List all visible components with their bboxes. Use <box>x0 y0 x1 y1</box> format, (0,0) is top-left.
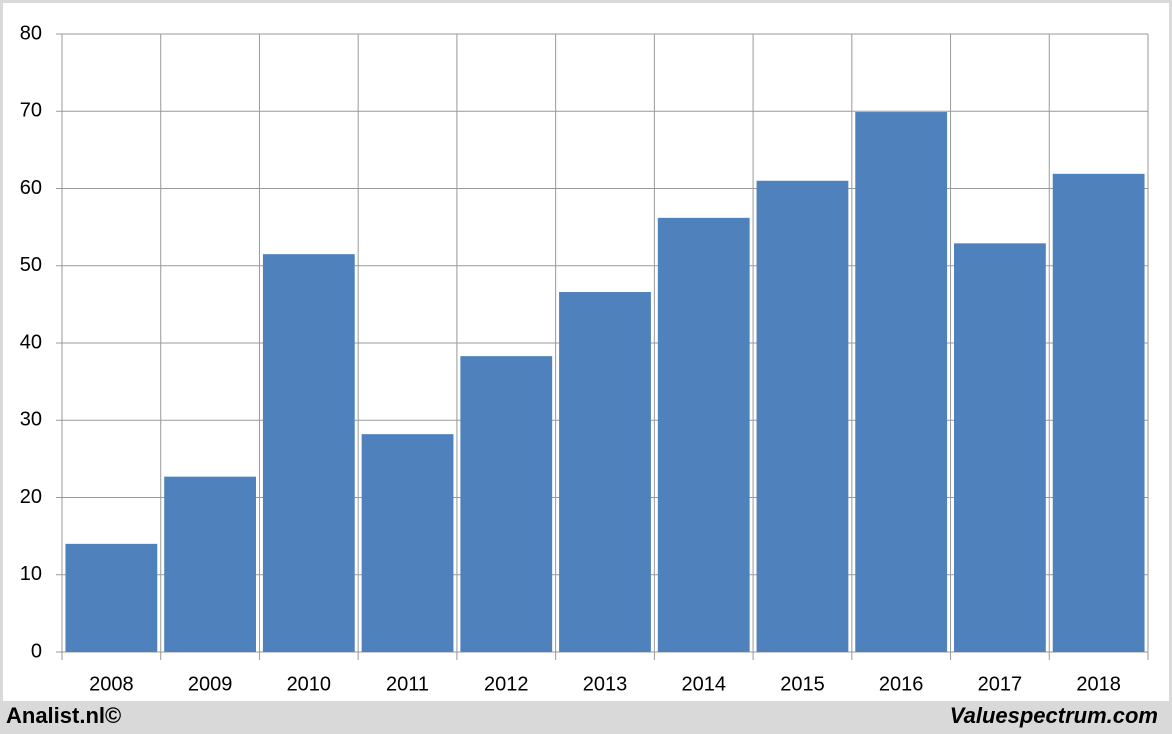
bar <box>954 243 1046 652</box>
x-tick-label: 2009 <box>188 673 233 695</box>
x-tick-label: 2011 <box>386 673 429 695</box>
x-tick-label: 2018 <box>1076 673 1121 695</box>
y-tick-label: 50 <box>20 254 42 276</box>
y-tick-label: 30 <box>20 409 42 431</box>
x-tick-label: 2010 <box>287 673 332 695</box>
y-tick-label: 10 <box>20 563 42 585</box>
bar <box>657 217 750 653</box>
x-tick-label: 2012 <box>484 673 529 695</box>
credit-left: Analist.nl© <box>6 703 121 728</box>
x-tick-label: 2014 <box>681 673 726 695</box>
bar <box>262 254 355 652</box>
x-tick-label: 2015 <box>780 673 825 695</box>
credit-right: Valuespectrum.com <box>950 703 1158 728</box>
bar <box>460 356 553 652</box>
bar <box>164 476 256 652</box>
bar <box>361 434 454 652</box>
y-tick-label: 40 <box>20 331 42 353</box>
bar <box>756 180 849 652</box>
y-tick-label: 60 <box>20 177 42 199</box>
x-tick-label: 2013 <box>583 673 628 695</box>
x-tick-label: 2017 <box>978 673 1023 695</box>
y-tick-label: 80 <box>20 22 42 44</box>
bar <box>559 292 651 652</box>
bar <box>1052 173 1145 652</box>
y-tick-label: 70 <box>20 100 42 122</box>
bar <box>855 112 948 652</box>
y-tick-label: 20 <box>20 486 42 508</box>
y-tick-label: 0 <box>31 640 42 662</box>
x-tick-label: 2016 <box>879 673 924 695</box>
x-tick-label: 2008 <box>89 673 134 695</box>
bar <box>65 543 158 652</box>
